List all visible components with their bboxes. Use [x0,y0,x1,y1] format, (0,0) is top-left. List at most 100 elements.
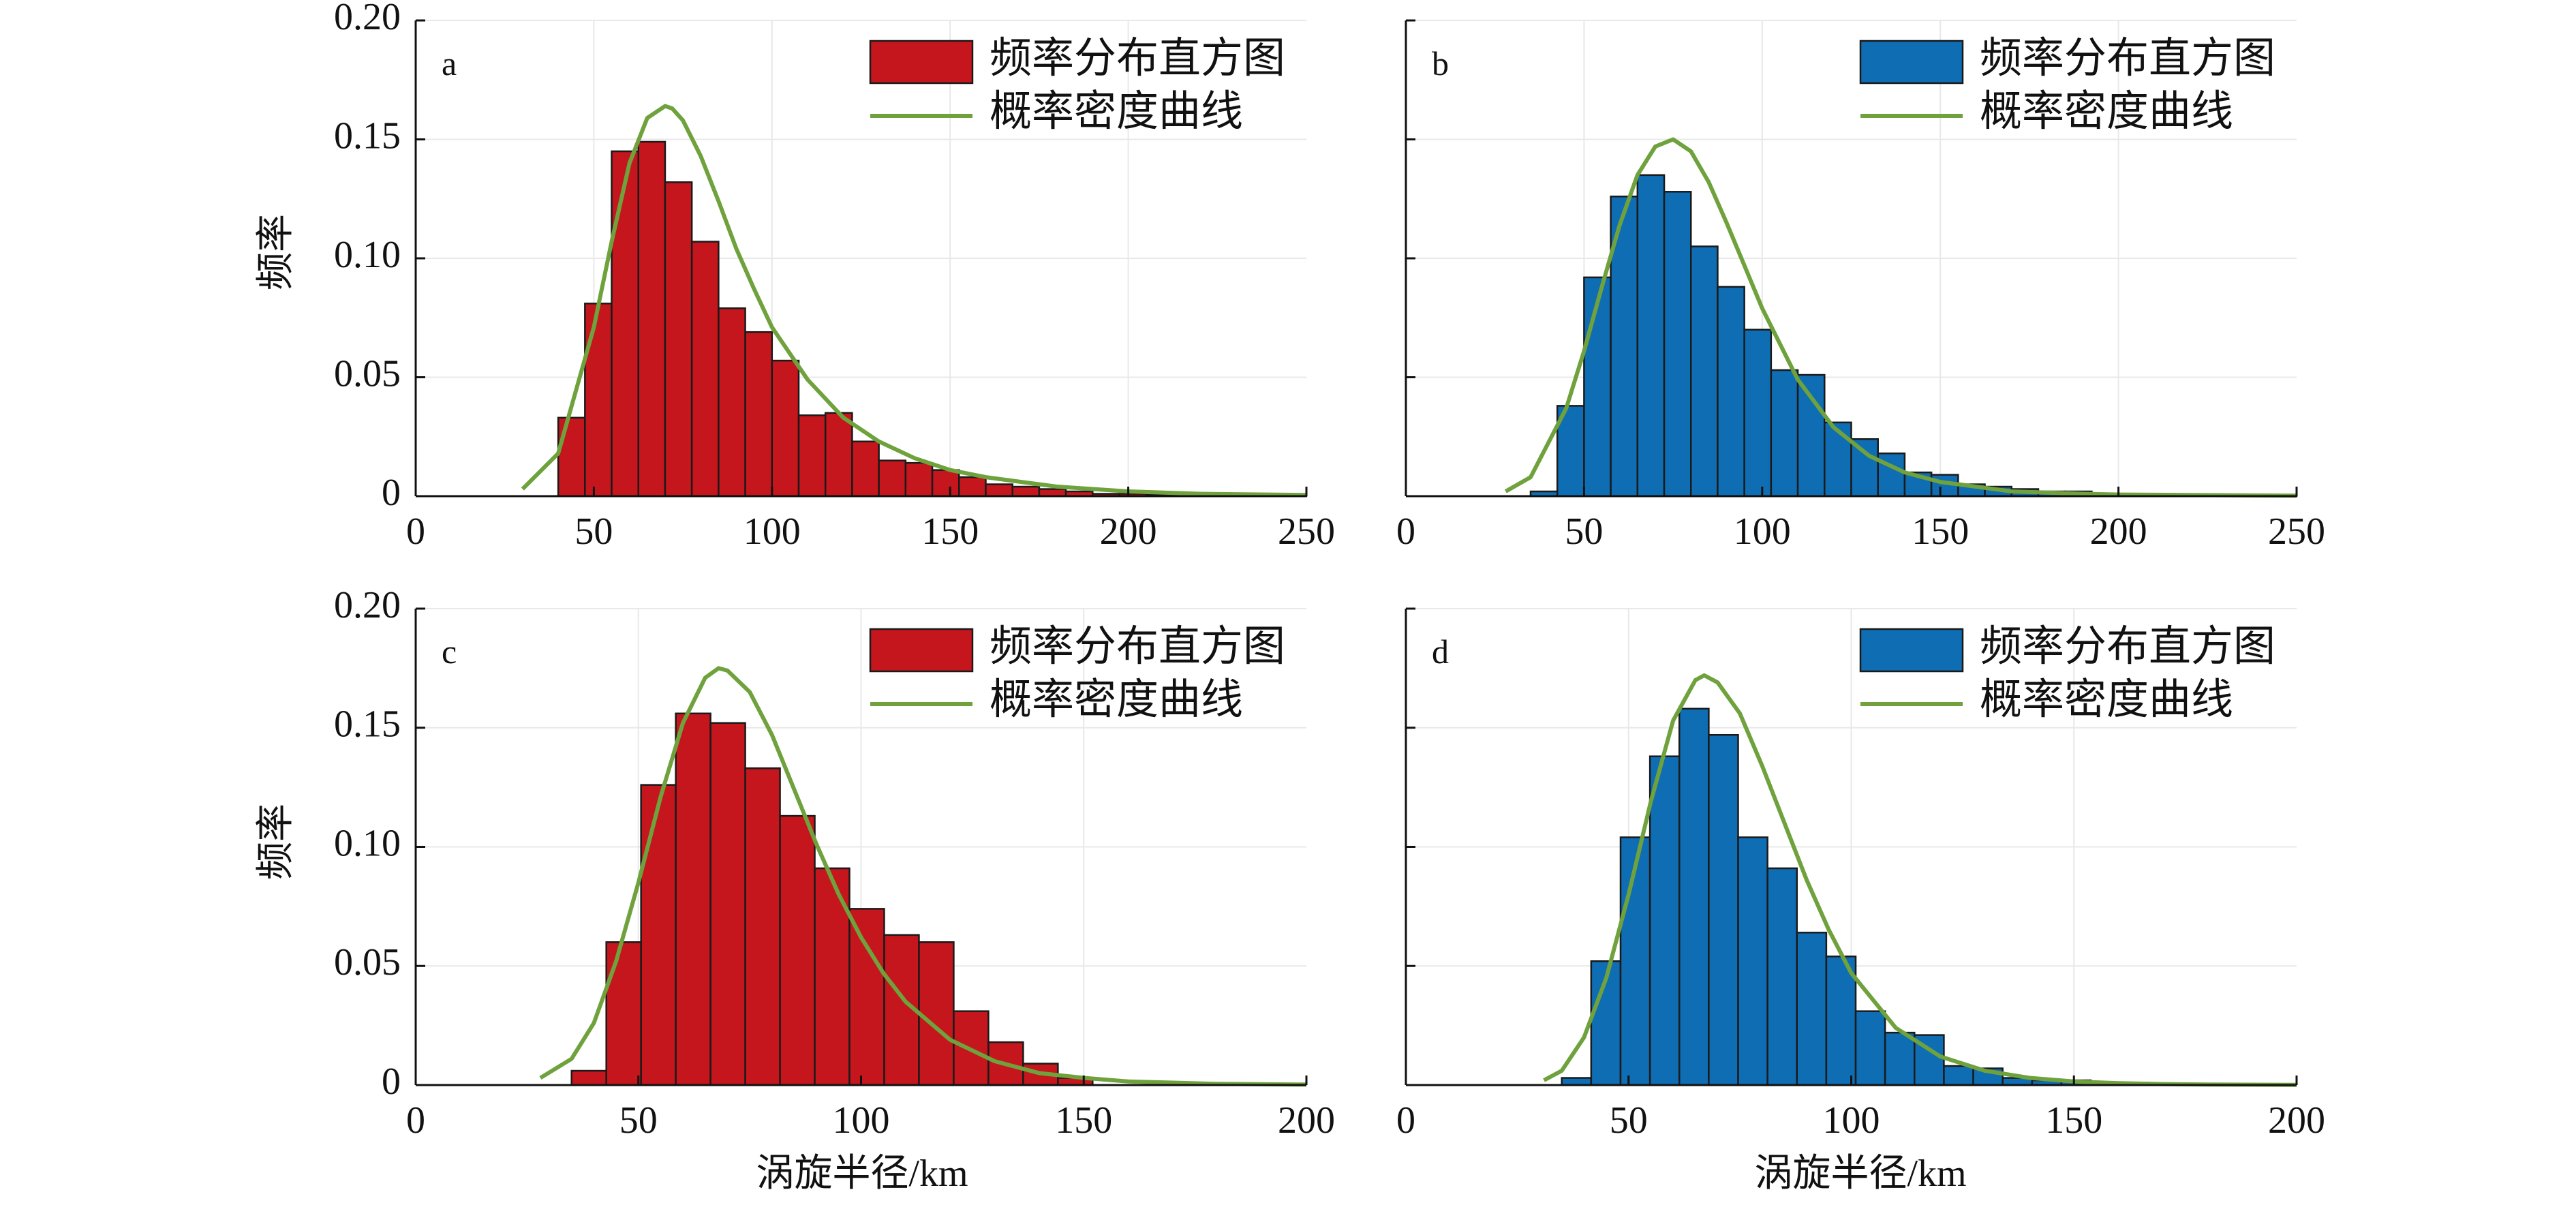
x-tick-label: 200 [2090,510,2147,553]
histogram-bar [918,941,955,1086]
x-tick-label: 100 [743,510,801,553]
histogram-bar [690,241,720,498]
histogram-bar [1561,1077,1593,1086]
panel-c: 0 50 100 150 200 0 0.05 0.10 0.15 0.20 c 频率分布直方图概率密… [334,584,1335,1142]
histogram-bar [1850,438,1879,498]
x-tick-label: 100 [833,1099,890,1142]
x-axis-label-left: 涡旋半径/km [756,1153,968,1195]
histogram-bar [1678,707,1710,1086]
x-tick-label: 250 [2268,510,2325,553]
histogram-bar [1737,836,1768,1086]
y-tick-label: 0.20 [334,584,401,626]
histogram-bar [1619,836,1651,1086]
x-tick-label: 100 [1823,1099,1880,1142]
histogram-bar [744,331,773,498]
histogram-bar [797,414,827,498]
x-tick-label: 50 [1565,510,1603,553]
y-tick-label: 0.05 [334,941,401,983]
x-tick-label: 150 [2045,1099,2102,1142]
histogram-bar [1663,191,1692,498]
histogram-bar [640,784,677,1086]
histogram-bar [611,150,639,498]
panel-letter: b [1432,44,1449,82]
x-tick-label: 0 [1396,1099,1415,1142]
histogram-bar [584,303,613,498]
density-curve [539,666,1307,1087]
histogram-bar [637,140,666,498]
x-tick-label: 200 [1278,1099,1335,1142]
panel-letter: d [1432,632,1449,671]
histogram-bar [1824,421,1852,498]
histogram-bar [824,412,853,498]
y-tick-label: 0 [382,472,401,514]
histogram-bar [1796,373,1826,498]
x-tick-label: 50 [619,1099,658,1142]
histogram-bar [1796,932,1828,1086]
x-tick-label: 50 [574,510,613,553]
x-tick-label: 100 [1734,510,1791,553]
histogram-bar [570,1069,607,1086]
x-tick-label: 50 [1610,1099,1648,1142]
density-curve [1504,137,2297,498]
histogram-bar [1743,329,1773,498]
histogram-bar [779,814,816,1086]
panel-letter: a [442,44,457,82]
legend-label-histogram: 频率分布直方图 [990,35,1285,82]
histogram-bar [878,459,907,498]
legend-label-histogram: 频率分布直方图 [1980,35,2275,82]
legend-swatch-histogram [869,628,974,673]
histogram-bar [771,359,800,498]
y-tick-label: 0.15 [334,115,401,157]
histogram-bar [744,767,781,1086]
legend-label-curve: 概率密度曲线 [990,89,1243,135]
x-tick-label: 0 [406,1099,425,1142]
histogram-bar [1943,1065,1974,1086]
histogram-bar [1649,755,1681,1086]
panel-letter: c [442,632,457,671]
y-tick-label: 0 [382,1061,401,1103]
legend-swatch-histogram [869,40,974,85]
legend-label-histogram: 频率分布直方图 [990,624,1285,670]
histogram-bar [605,941,642,1086]
legend-swatch-histogram [1859,628,1964,673]
y-tick-label: 0.15 [334,703,401,746]
legend-label-curve: 概率密度曲线 [1980,677,2233,723]
x-tick-label: 0 [1396,510,1415,553]
y-axis-label-top: 频率 [255,214,297,290]
legend-label-curve: 概率密度曲线 [990,677,1243,723]
histogram-bar [718,307,746,498]
histogram-bar [1038,488,1067,498]
panel-a: 0 50 100 150 200 250 0 0.05 0.10 0.15 0.20 a 频率分布直方图… [334,0,1335,553]
x-tick-label: 150 [921,510,979,553]
histogram-bar [1636,174,1666,498]
histogram-bar [904,461,934,498]
x-tick-label: 150 [1912,510,1969,553]
histogram-bar [848,908,885,1086]
histogram-bar [1689,245,1719,498]
density-curve [521,104,1307,498]
histogram-bar [851,440,880,498]
histogram-bar [931,469,960,498]
histogram-bar [709,722,746,1086]
histogram-bar [1766,867,1798,1086]
x-axis-label-right: 涡旋半径/km [1754,1153,1966,1195]
x-tick-label: 200 [2268,1099,2325,1142]
x-tick-label: 250 [1278,510,1335,553]
histogram-bar [1708,733,1739,1086]
histogram-bar [1884,1031,1916,1086]
y-tick-label: 0.10 [334,822,401,864]
legend-swatch-histogram [1859,40,1964,85]
histogram-bar [664,181,693,498]
y-axis-label-bottom: 频率 [255,804,297,880]
x-tick-label: 200 [1100,510,1157,553]
y-tick-label: 0.20 [334,0,401,38]
histogram-bar [985,483,1013,498]
y-tick-label: 0.10 [334,234,401,276]
legend-label-curve: 概率密度曲线 [1980,89,2233,135]
